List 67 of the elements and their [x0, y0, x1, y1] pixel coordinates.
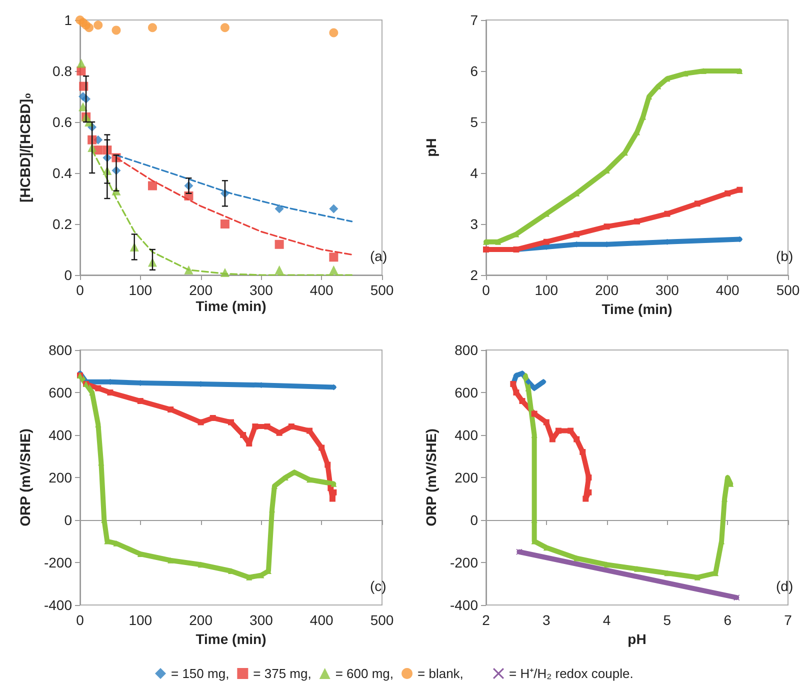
legend-label: = blank, — [418, 666, 464, 681]
y-tick-label: 0.2 — [52, 216, 72, 232]
y-tick-label: 0 — [64, 512, 72, 528]
x-tick-label: 100 — [534, 282, 558, 298]
y-tick-label: 400 — [48, 427, 72, 443]
x-tick-label: 300 — [250, 612, 274, 628]
legend-label: = 600 mg, — [335, 666, 394, 681]
x-tick-label: 200 — [189, 282, 213, 298]
y-tick-label: 7 — [470, 12, 478, 28]
legend-label: = 375 mg, — [253, 666, 312, 681]
x-tick-label: 500 — [370, 612, 394, 628]
y-tick-label: 200 — [454, 470, 478, 486]
x-tick-label: 100 — [128, 612, 152, 628]
x-tick-label: 400 — [310, 612, 334, 628]
y-tick-label: 3 — [470, 216, 478, 232]
x-tick-label: 0 — [482, 282, 490, 298]
annotation: (d) — [776, 578, 794, 594]
x-axis-title: pH — [628, 630, 646, 647]
y-tick-label: 0 — [470, 512, 478, 528]
y-tick-label: 2 — [470, 267, 478, 283]
y-axis-title: pH — [423, 138, 439, 157]
x-tick-label: 300 — [250, 282, 274, 298]
y-tick-label: 800 — [454, 342, 478, 358]
y-tick-label: 600 — [454, 384, 478, 400]
y-tick-label: 0.8 — [52, 63, 72, 79]
y-tick-label: 1 — [64, 12, 72, 28]
x-tick-label: 500 — [370, 282, 394, 298]
x-tick-label: 7 — [784, 612, 792, 628]
legend-label: = 150 mg, — [171, 666, 230, 681]
x-tick-label: 2 — [482, 612, 490, 628]
y-tick-label: 0.4 — [52, 165, 72, 181]
y-tick-label: 0.6 — [52, 114, 72, 130]
x-tick-label: 200 — [189, 612, 213, 628]
y-tick-label: 200 — [48, 470, 72, 486]
x-axis-title: Time (min) — [196, 298, 266, 314]
x-tick-label: 100 — [128, 282, 152, 298]
y-tick-label: 400 — [454, 427, 478, 443]
y-tick-label: 600 — [48, 384, 72, 400]
x-axis-title: Time (min) — [196, 630, 266, 647]
x-tick-label: 3 — [542, 612, 550, 628]
y-tick-label: -400 — [44, 597, 72, 613]
y-tick-label: 800 — [48, 342, 72, 358]
y-axis-title: ORP (mV/SHE) — [423, 428, 439, 526]
x-tick-label: 400 — [716, 282, 740, 298]
x-tick-label: 200 — [595, 282, 619, 298]
x-tick-label: 6 — [724, 612, 732, 628]
annotation: (a) — [370, 248, 388, 264]
x-tick-label: 0 — [76, 612, 84, 628]
x-axis-title: Time (min) — [602, 300, 672, 317]
y-tick-label: -200 — [44, 554, 72, 570]
y-axis-title: [HCBD]/[HCBD]₀ — [17, 92, 33, 202]
y-tick-label: 6 — [470, 63, 478, 79]
y-tick-label: -400 — [450, 597, 478, 613]
x-tick-label: 0 — [76, 282, 84, 298]
x-tick-label: 4 — [602, 612, 611, 628]
y-tick-label: 5 — [470, 114, 478, 130]
x-tick-label: 300 — [656, 282, 680, 298]
y-tick-label: -200 — [450, 554, 478, 570]
y-axis-title: ORP (mV/SHE) — [17, 428, 33, 526]
legend-label: = H⁺/H₂ redox couple. — [509, 666, 634, 681]
y-tick-label: 4 — [470, 165, 478, 181]
annotation: (b) — [776, 248, 794, 264]
annotation: (c) — [370, 578, 386, 594]
y-tick-label: 0 — [64, 267, 72, 283]
x-tick-label: 5 — [663, 612, 672, 628]
x-tick-label: 500 — [776, 282, 800, 298]
x-tick-label: 400 — [310, 282, 334, 298]
